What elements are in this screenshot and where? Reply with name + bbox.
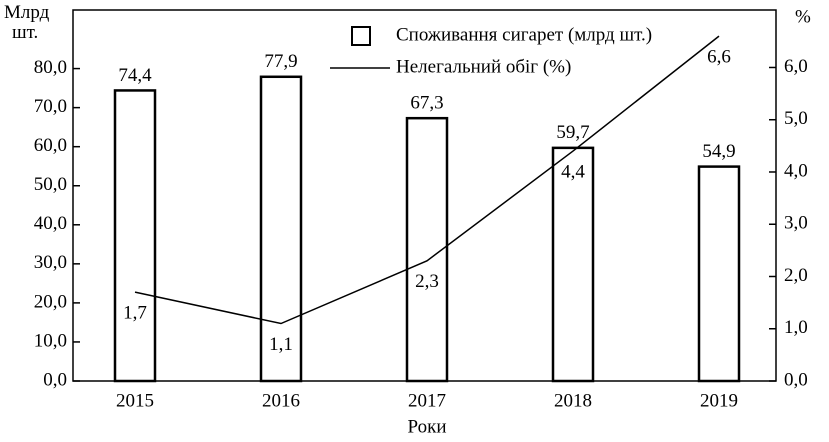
y2-tick-label: 5,0 [784,108,808,129]
x-tick-label: 2015 [116,390,154,411]
bar-value-label: 54,9 [702,141,735,162]
bar-value-label: 67,3 [410,93,443,114]
y-tick-label: 10,0 [34,330,67,351]
legend-swatch [351,26,371,46]
y2-tick-label: 6,0 [784,56,808,77]
x-tick-label: 2018 [554,390,592,411]
legend-label: Споживання сигарет (млрд шт.) [396,24,652,45]
y-axis-label: Млрд шт. [4,2,50,43]
y2-tick-label: 2,0 [784,265,808,286]
bar [697,165,741,383]
bar-value-label: 74,4 [118,65,152,86]
y-tick-label: 70,0 [34,96,67,117]
line-value-label: 4,4 [561,161,585,182]
y2-tick-label: 3,0 [784,213,808,234]
y-tick-label: 0,0 [43,369,67,390]
bar-value-label: 77,9 [264,51,297,72]
bar [551,146,595,383]
legend-label: Нелегальний обіг (%) [396,56,571,77]
bar [113,89,157,383]
y2-tick-label: 1,0 [784,317,808,338]
y2-tick-label: 4,0 [784,160,808,181]
x-tick-label: 2017 [408,390,446,411]
x-tick-label: 2016 [262,390,300,411]
y2-tick-label: 0,0 [784,369,808,390]
y-tick-label: 30,0 [34,252,67,273]
y-tick-label: 20,0 [34,291,67,312]
line-value-label: 1,1 [269,334,293,355]
line-value-label: 1,7 [123,303,147,324]
bar [259,75,303,383]
line-value-label: 2,3 [415,271,439,292]
line [134,35,720,325]
y-tick-label: 80,0 [34,57,67,78]
y2-axis-label: % [795,6,811,27]
bar [405,116,449,383]
x-tick-label: 2019 [700,390,738,411]
y-tick-label: 40,0 [34,213,67,234]
y-tick-label: 50,0 [34,174,67,195]
line-value-label: 6,6 [707,46,731,67]
bar-value-label: 59,7 [556,122,589,143]
x-axis-label: Роки [408,416,447,437]
y-tick-label: 60,0 [34,135,67,156]
